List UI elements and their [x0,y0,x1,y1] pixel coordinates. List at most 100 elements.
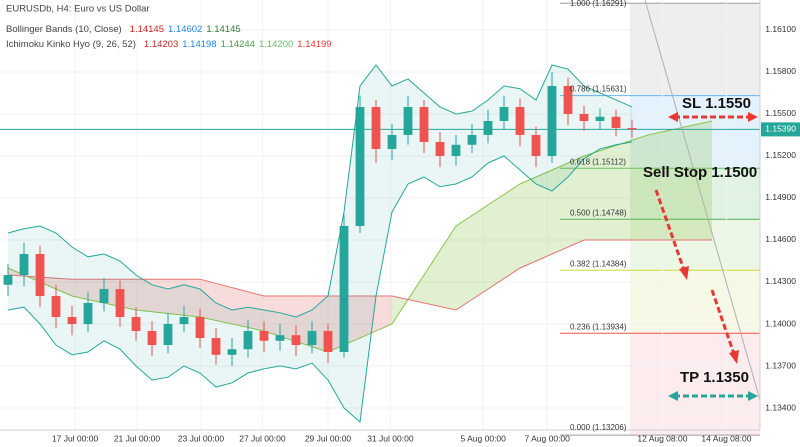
indicator-legend: Ichimoku Kinko Hyo (9, 26, 52) 1.14203 1.1… [6,39,332,50]
candle-body [563,85,573,114]
indicator-legend: Bollinger Bands (10, Close) 1.14145 1.1460… [6,24,241,35]
candle-body [547,85,557,156]
arrow-head [748,391,758,401]
candle-body [51,296,61,318]
fib-label: 0.786 (1.15631) [570,85,627,94]
candle-body [627,127,637,130]
indicator-value: 1.14602 [168,24,202,35]
y-tick-label: 1.15500 [765,108,796,118]
candle-body [339,225,349,353]
candle-body [595,116,605,121]
candle-body [179,317,189,325]
indicator-value: 1.14203 [144,39,178,50]
bollinger-lower [7,141,633,424]
indicator-value: 1.14199 [297,39,331,50]
y-tick-label: 1.15800 [765,66,796,76]
indicator-name: Ichimoku Kinko Hyo (9, 26, 52) [6,39,136,50]
candle-body [147,331,157,346]
last-price-label: 1.15390 [765,124,796,134]
plot [0,64,760,424]
candle-body [387,134,397,149]
x-tick-label: 29 Jul 00:00 [305,433,352,443]
candle-body [435,141,445,156]
annotation: SL 1.1550 [682,95,751,112]
candle-body [83,303,93,325]
candle-body [275,335,285,341]
last-price-box [761,122,800,137]
candle-body [99,289,109,304]
x-tick-label: 31 Jul 00:00 [367,433,414,443]
candle-body [611,116,621,128]
indicator-value: 1.14200 [259,39,293,50]
x-tick-label: 7 Aug 00:00 [525,433,571,443]
candle-body [291,335,301,346]
candle-body [579,113,589,121]
candle-body [211,338,221,355]
y-tick-label: 1.16100 [765,24,796,34]
cloud-fill [584,134,648,240]
fib-label: 0.500 (1.14748) [570,208,627,217]
candle-body [67,317,77,325]
arrow-head [729,350,739,364]
candle-body [35,253,45,297]
candle-body [355,106,365,226]
candle-body [403,106,413,135]
y-tick-label: 1.14900 [765,192,796,202]
candle-body [19,253,29,275]
candle-body [483,120,493,135]
arrow-head [748,112,758,122]
x-tick-label: 14 Aug 08:00 [701,433,751,443]
arrow-head [668,391,678,401]
chart-title: EURUSDb, H4: Euro vs US Dollar [6,4,150,15]
y-tick-label: 1.13400 [765,402,796,412]
candle-body [115,289,125,318]
annotation: TP 1.1350 [680,369,749,386]
x-tick-label: 12 Aug 08:00 [637,433,687,443]
annotation: Sell Stop 1.1500 [643,164,757,181]
y-tick-label: 1.14000 [765,318,796,328]
candle-body [419,106,429,142]
candle-body [131,317,141,332]
fib-zone [630,3,760,96]
candle-body [307,331,317,346]
indicator-value: 1.14198 [182,39,216,50]
x-tick-label: 5 Aug 00:00 [461,433,507,443]
path-arrow [654,189,686,271]
indicator-value: 1.14244 [221,39,255,50]
fib-label: 0.618 (1.15112) [570,157,626,166]
candle-body [371,106,381,149]
fib-label: 0.000 (1.13206) [570,423,627,432]
y-tick-label: 1.15200 [765,150,796,160]
cloud-span-b [7,239,712,311]
fib-zone [630,270,760,334]
fib-zone [630,219,760,271]
candle-body [499,106,509,121]
trend-line [644,0,761,401]
y-tick-label: 1.13700 [765,360,796,370]
x-tick-label: 17 Jul 00:00 [52,433,99,443]
candle-body [467,134,477,145]
fib-label: 0.236 (1.13934) [570,322,627,331]
fib-zone [630,168,760,220]
arrow-head [668,112,678,122]
candle-body [259,331,269,341]
candle-body [243,331,253,350]
candle-body [227,349,237,355]
path-arrow [710,289,736,355]
bollinger-upper [7,64,633,318]
candle-body [323,331,333,353]
candle-body [163,324,173,346]
indicator-value: 1.14145 [130,24,164,35]
candle-body [515,106,525,135]
arrow-head [679,266,689,280]
y-tick-label: 1.14600 [765,234,796,244]
indicator-value: 1.14145 [206,24,240,35]
fib-label: 0.382 (1.14384) [570,259,627,268]
candle-body [451,144,461,156]
y-tick-label: 1.14300 [765,276,796,286]
indicator-name: Bollinger Bands (10, Close) [6,24,122,35]
fib-label: 1.000 (1.16291) [570,0,627,8]
candle-body [3,274,13,285]
